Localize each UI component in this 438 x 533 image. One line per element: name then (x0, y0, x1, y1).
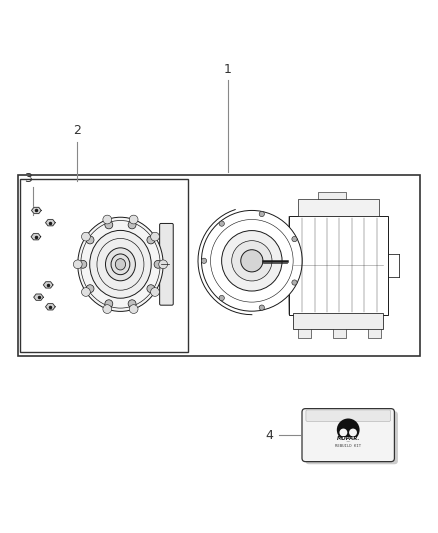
Circle shape (337, 418, 360, 441)
Circle shape (129, 215, 138, 224)
Circle shape (339, 429, 347, 437)
Circle shape (222, 231, 282, 291)
Circle shape (86, 285, 94, 293)
Circle shape (103, 215, 112, 224)
Circle shape (128, 300, 136, 308)
Text: REBUILD KIT: REBUILD KIT (335, 444, 361, 448)
Bar (18, 174, 420, 356)
Text: 3: 3 (25, 173, 32, 185)
Text: 1: 1 (224, 63, 232, 76)
FancyBboxPatch shape (302, 409, 395, 462)
Circle shape (81, 288, 90, 296)
Circle shape (159, 260, 168, 269)
Circle shape (201, 211, 302, 311)
Circle shape (105, 300, 113, 308)
Polygon shape (46, 220, 55, 226)
Circle shape (129, 305, 138, 313)
Bar (368, 329, 381, 338)
Circle shape (219, 295, 224, 301)
Polygon shape (46, 304, 55, 310)
Bar (338, 437, 359, 441)
Circle shape (103, 305, 112, 313)
Polygon shape (43, 282, 53, 288)
Circle shape (151, 288, 159, 296)
Circle shape (154, 260, 162, 268)
Ellipse shape (111, 254, 130, 274)
Bar (298, 199, 379, 216)
Circle shape (259, 212, 265, 216)
Bar (318, 191, 346, 199)
Ellipse shape (81, 221, 160, 308)
Circle shape (74, 260, 82, 269)
Ellipse shape (106, 248, 135, 281)
FancyBboxPatch shape (159, 223, 173, 305)
Circle shape (349, 429, 357, 437)
Circle shape (292, 237, 297, 241)
Circle shape (105, 221, 113, 229)
Circle shape (211, 220, 293, 302)
Bar (289, 216, 388, 314)
Circle shape (201, 258, 207, 263)
Circle shape (219, 221, 224, 226)
Polygon shape (31, 233, 41, 240)
FancyBboxPatch shape (306, 410, 390, 421)
Circle shape (151, 232, 159, 241)
Polygon shape (32, 207, 41, 214)
Bar (20, 179, 188, 352)
Circle shape (81, 232, 90, 241)
Text: MOPAR.: MOPAR. (336, 436, 360, 441)
Circle shape (241, 250, 263, 272)
Ellipse shape (78, 217, 163, 311)
Circle shape (259, 305, 265, 310)
Text: 2: 2 (73, 124, 81, 138)
Circle shape (79, 260, 87, 268)
Ellipse shape (90, 230, 151, 298)
Ellipse shape (97, 238, 144, 290)
Circle shape (86, 236, 94, 244)
Bar (293, 313, 383, 329)
Bar (333, 329, 346, 338)
Ellipse shape (115, 259, 126, 270)
Circle shape (147, 285, 155, 293)
Polygon shape (288, 216, 289, 314)
Text: 4: 4 (266, 429, 274, 442)
Circle shape (147, 236, 155, 244)
FancyBboxPatch shape (305, 411, 398, 464)
Circle shape (232, 241, 272, 281)
Polygon shape (34, 294, 43, 300)
Bar (298, 329, 311, 338)
Circle shape (292, 280, 297, 285)
Circle shape (128, 221, 136, 229)
